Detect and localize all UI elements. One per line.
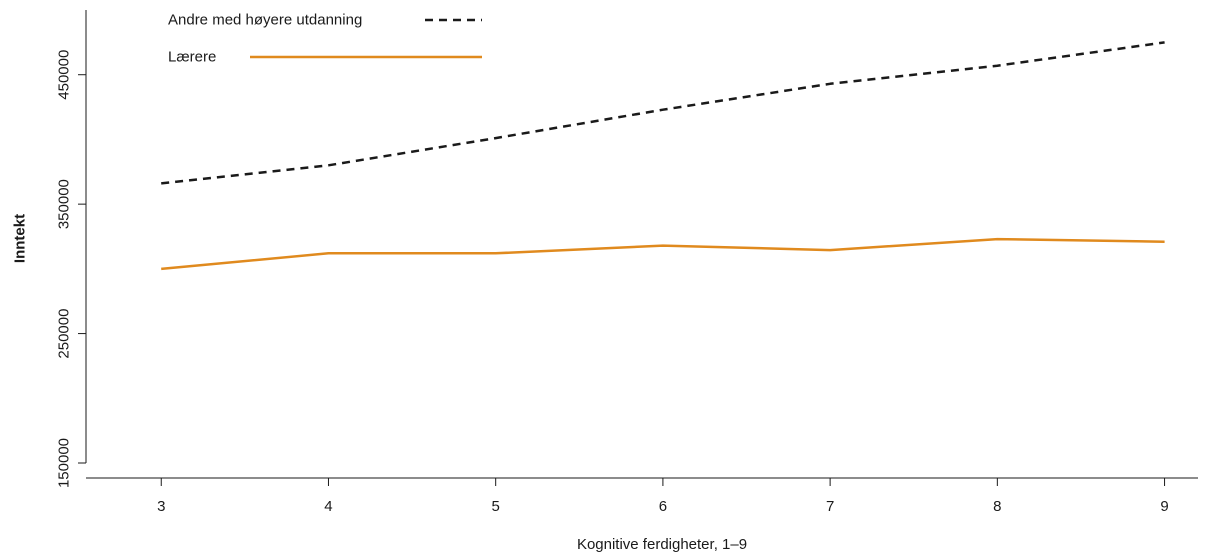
y-axis-title: Inntekt xyxy=(12,214,29,263)
y-tick-label: 450000 xyxy=(56,50,73,100)
y-tick-label: 150000 xyxy=(56,438,73,488)
x-tick-label: 6 xyxy=(659,498,667,515)
y-tick-label: 250000 xyxy=(56,309,73,359)
x-tick-label: 7 xyxy=(826,498,834,515)
x-tick-label: 8 xyxy=(993,498,1001,515)
legend-label: Lærere xyxy=(168,49,216,66)
series-line-0 xyxy=(161,41,1165,185)
legend-label: Andre med høyere utdanning xyxy=(168,12,362,29)
x-tick-label: 9 xyxy=(1160,498,1168,515)
series-line-1 xyxy=(161,237,1165,271)
legend: Andre med høyere utdanning Lærere xyxy=(168,12,482,66)
x-tick-label: 3 xyxy=(157,498,165,515)
x-tick-label: 5 xyxy=(492,498,500,515)
x-axis-title: Kognitive ferdigheter, 1–9 xyxy=(577,536,747,553)
y-tick-label: 350000 xyxy=(56,179,73,229)
x-tick-label: 4 xyxy=(324,498,332,515)
y-axis: 150000 250000 350000 450000 xyxy=(56,10,87,488)
x-axis: 3 4 5 6 7 8 9 xyxy=(86,477,1198,515)
